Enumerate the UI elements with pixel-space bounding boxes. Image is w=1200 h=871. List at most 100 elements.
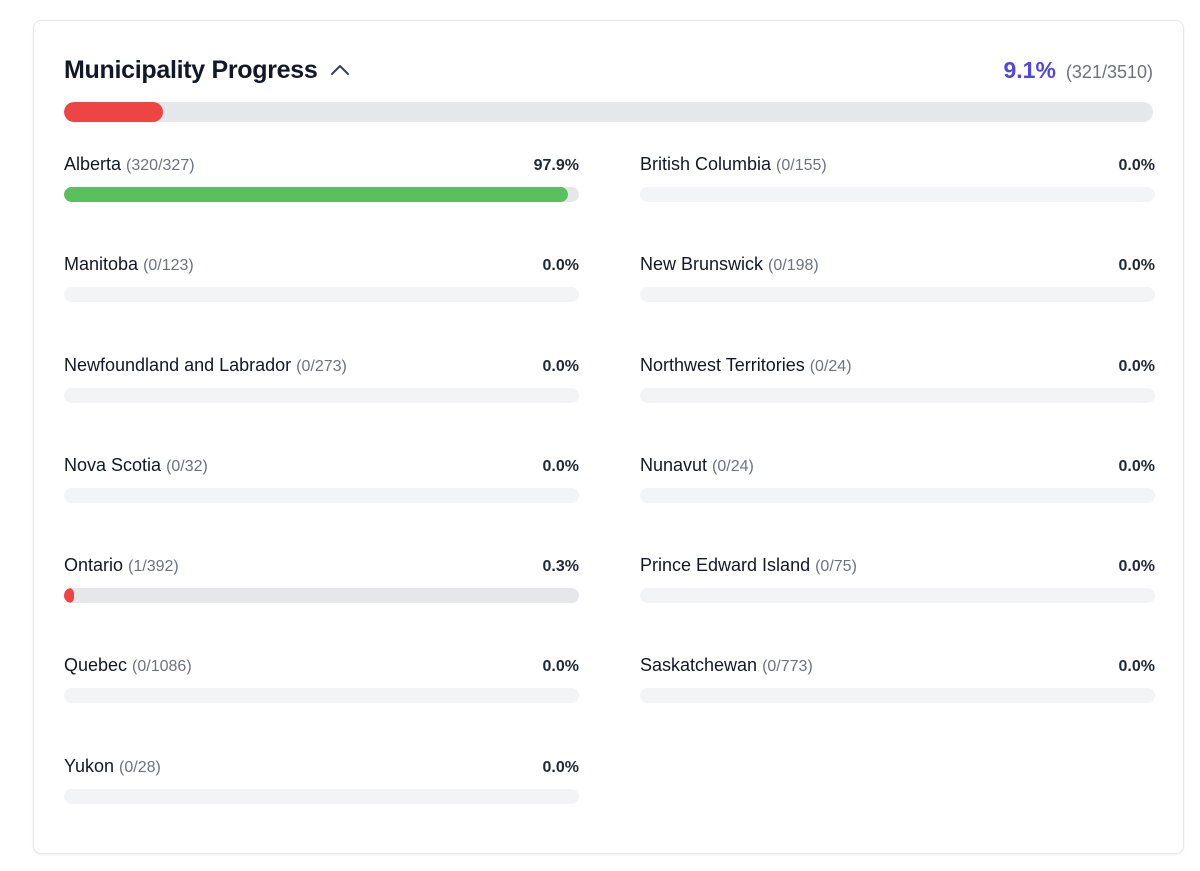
province-row: Prince Edward Island (0/75) 0.0% [640, 555, 1155, 655]
province-row-header: Ontario (1/392) 0.3% [64, 555, 579, 579]
province-row-header: Manitoba (0/123) 0.0% [64, 254, 579, 278]
municipality-progress-card: Municipality Progress 9.1% (321/3510) Al… [33, 20, 1184, 854]
province-name: Quebec [64, 655, 128, 676]
province-row-header: British Columbia (0/155) 0.0% [640, 154, 1155, 178]
province-percent: 0.0% [542, 257, 579, 275]
province-row: Newfoundland and Labrador (0/273) 0.0% [64, 355, 579, 455]
province-progress-bar [64, 788, 579, 804]
overall-progress-bar [64, 102, 1153, 122]
province-row: Alberta (320/327) 97.9% [64, 154, 579, 254]
province-name: Prince Edward Island [640, 555, 811, 576]
province-count: (0/773) [762, 658, 813, 676]
province-row-header: Quebec (0/1086) 0.0% [64, 655, 579, 679]
province-progress-bar [640, 287, 1155, 303]
province-label: Alberta (320/327) [64, 154, 195, 175]
province-name: Saskatchewan [640, 655, 758, 676]
province-label: Nova Scotia (0/32) [64, 455, 208, 476]
province-count: (0/75) [815, 558, 857, 576]
province-count: (0/32) [166, 457, 208, 475]
province-progress-bar [64, 688, 579, 704]
province-row: Saskatchewan (0/773) 0.0% [640, 655, 1155, 755]
province-percent: 0.0% [1118, 457, 1155, 475]
province-progress-bar [64, 287, 579, 303]
province-progress-bar [64, 588, 579, 604]
province-row-header: Northwest Territories (0/24) 0.0% [640, 355, 1155, 379]
province-count: (0/155) [776, 157, 827, 174]
province-progress-bar [640, 387, 1155, 403]
province-name: New Brunswick [640, 254, 764, 275]
province-count: (320/327) [126, 157, 195, 174]
province-row-header: Nova Scotia (0/32) 0.0% [64, 455, 579, 479]
province-progress-fill [64, 588, 75, 604]
province-count: (0/24) [809, 357, 852, 375]
province-count: (0/123) [143, 257, 194, 275]
province-name: Nova Scotia [64, 454, 162, 475]
province-row-header: New Brunswick (0/198) 0.0% [640, 254, 1155, 278]
province-row-header: Newfoundland and Labrador (0/273) 0.0% [64, 355, 579, 379]
province-label: Manitoba (0/123) [64, 254, 194, 275]
province-percent: 0.0% [1118, 157, 1155, 174]
province-count: (1/392) [128, 558, 179, 576]
province-percent: 0.0% [542, 758, 579, 776]
province-progress-bar [64, 387, 579, 403]
chevron-up-icon[interactable] [330, 63, 350, 77]
province-label: Saskatchewan (0/773) [640, 655, 813, 676]
province-label: New Brunswick (0/198) [640, 254, 819, 275]
province-percent: 0.3% [542, 558, 579, 576]
province-label: Quebec (0/1086) [64, 655, 192, 676]
province-row: British Columbia (0/155) 0.0% [640, 154, 1155, 254]
province-percent: 0.0% [1118, 357, 1155, 375]
province-percent: 0.0% [542, 658, 579, 676]
province-name: Newfoundland and Labrador [64, 354, 292, 375]
card-title: Municipality Progress [64, 55, 318, 84]
province-count: (0/273) [296, 357, 347, 375]
province-count: (0/24) [712, 457, 754, 475]
overall-count: (321/3510) [1065, 61, 1153, 82]
province-progress-bar [64, 487, 579, 503]
province-row: Yukon (0/28) 0.0% [64, 756, 579, 856]
province-row: Quebec (0/1086) 0.0% [64, 655, 579, 755]
province-row-header: Prince Edward Island (0/75) 0.0% [640, 555, 1155, 579]
province-name: Ontario [64, 555, 124, 576]
province-progress-bar [640, 688, 1155, 704]
overall-summary: 9.1% (321/3510) [1003, 57, 1153, 84]
province-progress-fill [64, 187, 569, 202]
province-list: Alberta (320/327) 97.9% British Columbia (0/… [64, 154, 1155, 856]
collapse-toggle[interactable]: Municipality Progress [64, 56, 350, 85]
province-name: Northwest Territories [640, 354, 805, 375]
province-row: Northwest Territories (0/24) 0.0% [640, 355, 1155, 455]
province-row: Nova Scotia (0/32) 0.0% [64, 455, 579, 555]
province-progress-bar [64, 187, 579, 202]
province-row-header: Alberta (320/327) 97.9% [64, 154, 579, 178]
province-name: Alberta [64, 154, 122, 174]
province-name: Manitoba [64, 254, 139, 275]
province-row: New Brunswick (0/198) 0.0% [640, 254, 1155, 354]
province-name: Nunavut [640, 454, 708, 475]
province-label: Northwest Territories (0/24) [640, 355, 852, 376]
province-row-header: Saskatchewan (0/773) 0.0% [640, 655, 1155, 679]
province-row-header: Nunavut (0/24) 0.0% [640, 455, 1155, 479]
province-percent: 0.0% [1118, 658, 1155, 676]
province-row: Nunavut (0/24) 0.0% [640, 455, 1155, 555]
province-row: Ontario (1/392) 0.3% [64, 555, 579, 655]
province-count: (0/1086) [132, 658, 192, 676]
province-progress-bar [640, 588, 1155, 604]
province-count: (0/28) [119, 758, 161, 776]
province-row-header: Yukon (0/28) 0.0% [64, 756, 579, 780]
overall-progress-fill [64, 102, 164, 122]
province-label: Yukon (0/28) [64, 756, 161, 777]
province-name: British Columbia [640, 154, 772, 174]
province-percent: 0.0% [542, 457, 579, 475]
province-count: (0/198) [768, 257, 819, 275]
province-label: Ontario (1/392) [64, 555, 179, 576]
province-percent: 0.0% [1118, 257, 1155, 275]
overall-percent: 9.1% [1003, 56, 1056, 83]
province-percent: 0.0% [542, 357, 579, 375]
province-label: British Columbia (0/155) [640, 154, 827, 175]
province-label: Newfoundland and Labrador (0/273) [64, 355, 347, 376]
province-progress-bar [640, 187, 1155, 202]
province-percent: 0.0% [1118, 558, 1155, 576]
province-progress-bar [640, 487, 1155, 503]
province-label: Nunavut (0/24) [640, 455, 754, 476]
province-percent: 97.9% [533, 157, 579, 174]
